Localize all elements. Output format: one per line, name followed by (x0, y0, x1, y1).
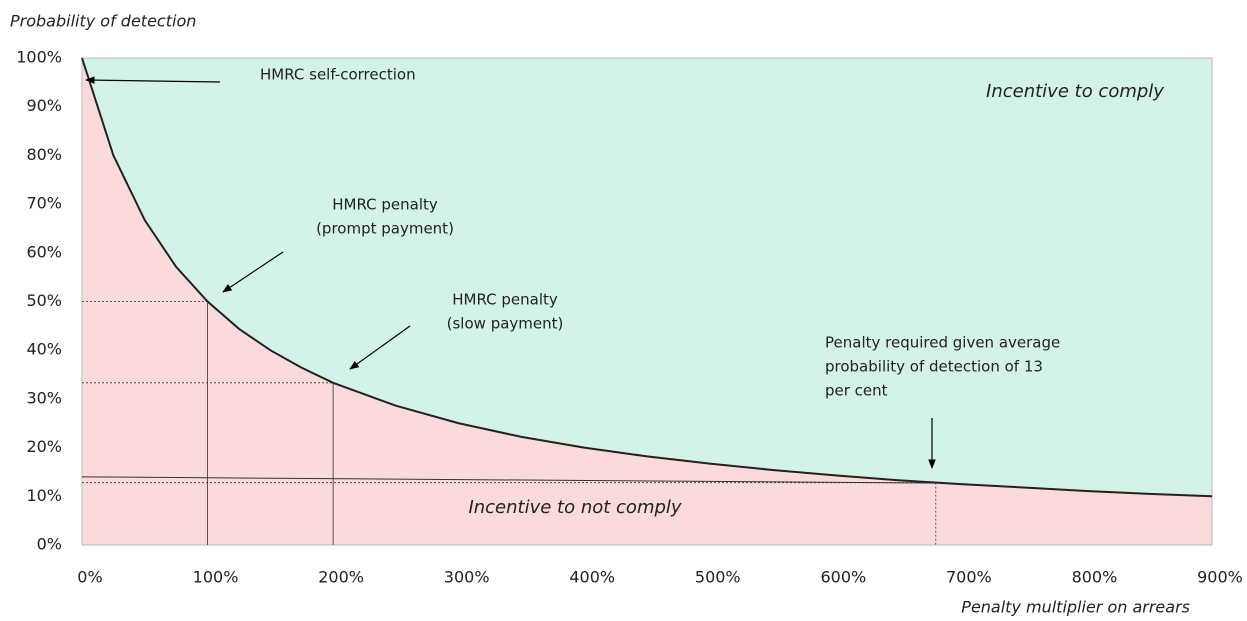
y-tick-label: 90% (26, 96, 62, 115)
x-tick-label: 900% (1197, 568, 1243, 587)
curve (81, 57, 1213, 498)
threshold-line (81, 476, 949, 484)
x-tick-label: 600% (820, 568, 866, 587)
x-tick-label: 700% (946, 568, 992, 587)
x-tick-label: 300% (444, 568, 490, 587)
x-tick-label: 0% (77, 568, 102, 587)
annotation: per cent (825, 382, 888, 400)
y-tick-label: 100% (16, 48, 62, 67)
x-tick-label: 500% (695, 568, 741, 587)
region-label: Incentive to comply (986, 81, 1164, 102)
arrow (349, 325, 411, 370)
annotation: HMRC penalty (332, 196, 438, 214)
y-tick-label: 40% (26, 340, 62, 359)
y-tick-label: 30% (26, 388, 62, 407)
arrow (222, 251, 284, 293)
region-label: Incentive to not comply (468, 497, 681, 518)
y-axis-label: Probability of detection (10, 12, 196, 31)
y-tick-label: 20% (26, 437, 62, 456)
y-tick-label: 60% (26, 242, 62, 261)
annotation: HMRC self-correction (260, 66, 416, 84)
annotation: probability of detection of 13 (825, 358, 1043, 376)
annotation: (prompt payment) (316, 220, 454, 238)
x-tick-label: 100% (193, 568, 239, 587)
annotation: Penalty required given average (825, 334, 1060, 352)
annotation: HMRC penalty (452, 291, 558, 309)
x-tick-label: 800% (1072, 568, 1118, 587)
y-tick-label: 80% (26, 145, 62, 164)
annotation: (slow payment) (447, 315, 564, 333)
y-tick-label: 10% (26, 486, 62, 505)
x-tick-label: 200% (318, 568, 364, 587)
y-tick-label: 70% (26, 194, 62, 213)
y-tick-label: 50% (26, 291, 62, 310)
arrow (85, 76, 221, 84)
area-above (82, 58, 1212, 497)
area-below (82, 58, 1212, 545)
x-tick-label: 400% (569, 568, 615, 587)
x-axis-label: Penalty multiplier on arrears (961, 598, 1190, 617)
y-tick-label: 0% (37, 535, 62, 554)
